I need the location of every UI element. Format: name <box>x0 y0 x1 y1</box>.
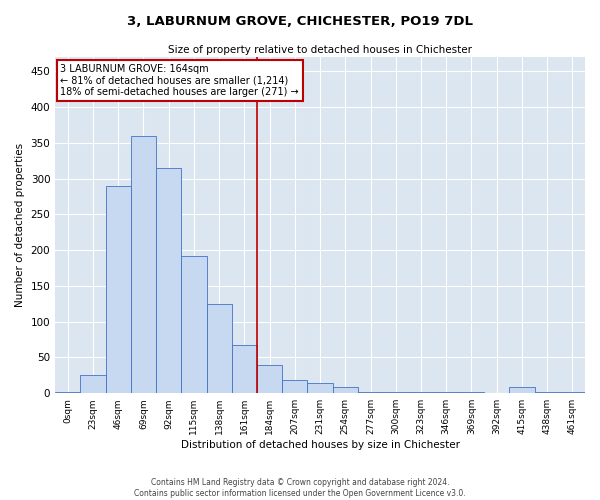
Bar <box>332 388 358 393</box>
Bar <box>358 392 383 393</box>
Bar <box>383 392 409 393</box>
Bar <box>257 364 282 393</box>
Bar <box>206 304 232 393</box>
Bar <box>282 380 307 393</box>
Bar <box>560 392 585 393</box>
Bar <box>156 168 181 393</box>
Bar <box>459 392 484 393</box>
Bar <box>55 392 80 393</box>
Bar <box>434 392 459 393</box>
Bar <box>80 376 106 393</box>
Text: 3, LABURNUM GROVE, CHICHESTER, PO19 7DL: 3, LABURNUM GROVE, CHICHESTER, PO19 7DL <box>127 15 473 28</box>
Bar <box>307 383 332 393</box>
Y-axis label: Number of detached properties: Number of detached properties <box>15 143 25 307</box>
X-axis label: Distribution of detached houses by size in Chichester: Distribution of detached houses by size … <box>181 440 460 450</box>
Title: Size of property relative to detached houses in Chichester: Size of property relative to detached ho… <box>168 45 472 55</box>
Bar <box>232 344 257 393</box>
Bar <box>106 186 131 393</box>
Bar <box>409 392 434 393</box>
Bar <box>181 256 206 393</box>
Bar <box>131 136 156 393</box>
Text: 3 LABURNUM GROVE: 164sqm
← 81% of detached houses are smaller (1,214)
18% of sem: 3 LABURNUM GROVE: 164sqm ← 81% of detach… <box>61 64 299 97</box>
Text: Contains HM Land Registry data © Crown copyright and database right 2024.
Contai: Contains HM Land Registry data © Crown c… <box>134 478 466 498</box>
Bar <box>509 388 535 393</box>
Bar <box>535 392 560 393</box>
